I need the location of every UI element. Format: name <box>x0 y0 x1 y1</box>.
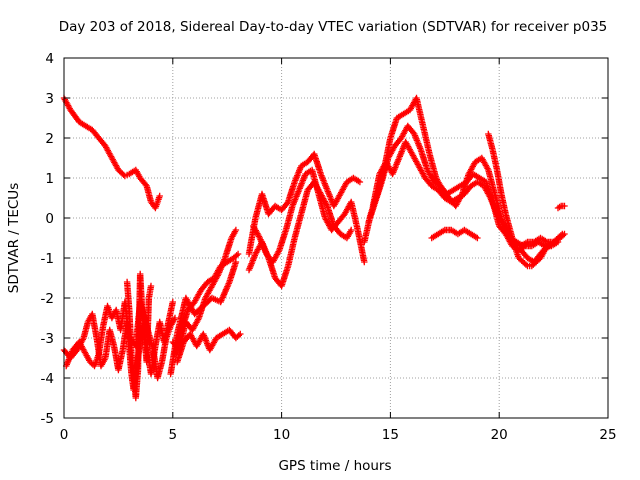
chart-title: Day 203 of 2018, Sidereal Day-to-day VTE… <box>59 19 608 35</box>
data-point <box>557 232 565 239</box>
y-tick-label: 3 <box>45 91 54 107</box>
series-late_c <box>517 242 551 266</box>
y-tick-label: -1 <box>41 251 54 267</box>
data-point <box>232 226 240 234</box>
data-point <box>474 234 481 242</box>
data-point <box>156 192 163 200</box>
series-tail <box>554 202 568 212</box>
plot-frame <box>63 57 609 419</box>
series-high_c <box>369 138 527 250</box>
series-late_a <box>428 226 481 242</box>
x-tick-label: 0 <box>60 427 69 443</box>
y-tick-label: 1 <box>45 171 54 187</box>
series-low_cluster_c <box>123 270 155 402</box>
series-early_descending <box>60 94 163 212</box>
data-point <box>561 202 568 210</box>
data-point <box>348 226 355 234</box>
data-point <box>361 258 368 266</box>
y-tick-label: 4 <box>45 51 54 67</box>
grid-lines <box>64 58 608 418</box>
data-point <box>147 282 155 290</box>
series-rising_d <box>167 258 240 378</box>
series-rising_c <box>174 326 244 366</box>
data-point <box>542 244 550 251</box>
y-axis-label: SDTVAR / TECUs <box>6 183 22 293</box>
data-point <box>171 314 179 322</box>
x-tick-label: 15 <box>382 427 399 443</box>
series-mid_a <box>245 178 355 290</box>
y-tick-label: -3 <box>41 331 54 347</box>
data-point <box>232 258 240 266</box>
y-tick-label: -5 <box>41 411 54 427</box>
data-point <box>169 298 176 306</box>
data-point <box>543 242 551 250</box>
data-points <box>60 94 568 402</box>
data-point <box>356 178 364 186</box>
y-tick-label: 2 <box>45 131 54 147</box>
data-point <box>237 330 244 338</box>
data-point <box>519 242 527 250</box>
series-mid_c <box>250 166 368 266</box>
x-axis-label: GPS time / hours <box>278 458 391 474</box>
x-tick-label: 10 <box>273 427 290 443</box>
x-tick-label: 20 <box>491 427 508 443</box>
axis-ticks: 0 5 10 15 20 25 -5 -4 -3 -2 -1 0 1 2 3 4 <box>41 51 617 443</box>
y-tick-label: -4 <box>41 371 54 387</box>
data-point <box>234 250 242 258</box>
y-tick-label: -2 <box>41 291 54 307</box>
x-tick-label: 5 <box>169 427 178 443</box>
y-tick-label: 0 <box>45 211 54 227</box>
x-tick-label: 25 <box>599 427 616 443</box>
data-point <box>559 230 566 238</box>
series-mid_b <box>245 150 364 258</box>
